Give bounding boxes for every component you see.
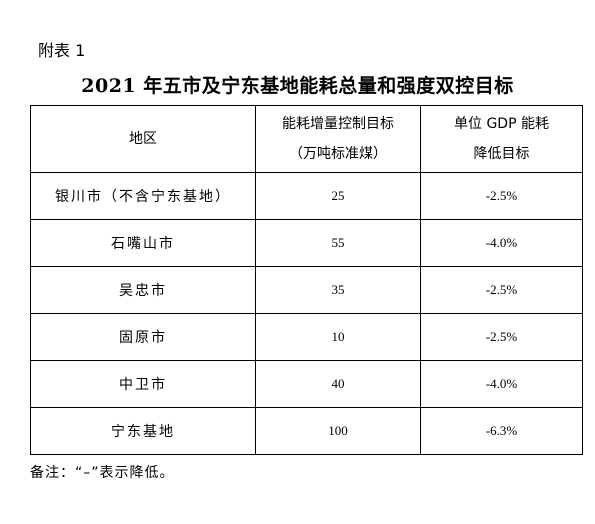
region-cell: 吴忠市: [30, 266, 256, 314]
header-region-label: 地区: [129, 131, 157, 147]
region-cell: 石嘴山市: [30, 219, 256, 267]
region-cell: 中卫市: [30, 360, 256, 408]
energy-cell: 40: [255, 360, 421, 408]
gdp-cell: -4.0%: [420, 219, 583, 267]
gdp-cell: -4.0%: [420, 360, 583, 408]
gdp-cell: -6.3%: [420, 407, 583, 455]
table-row: 银川市（不含宁东基地） 25 -2.5%: [30, 172, 583, 220]
energy-cell: 100: [255, 407, 421, 455]
header-energy-target: 能耗增量控制目标 （万吨标准煤）: [255, 105, 421, 173]
header-gdp-line2: 降低目标: [473, 146, 530, 162]
table-row: 中卫市 40 -4.0%: [30, 360, 583, 408]
region-cell: 宁东基地: [30, 407, 256, 455]
appendix-label: 附表 1: [38, 41, 86, 60]
targets-table: 地区 能耗增量控制目标 （万吨标准煤） 单位 GDP 能耗 降低目标 银川市（不…: [30, 105, 583, 455]
table-row: 固原市 10 -2.5%: [30, 313, 583, 361]
gdp-cell: -2.5%: [420, 172, 583, 220]
table-row: 吴忠市 35 -2.5%: [30, 266, 583, 314]
header-gdp-line1: 单位 GDP 能耗: [454, 116, 549, 132]
region-cell: 银川市（不含宁东基地）: [30, 172, 256, 220]
table-header-row: 地区 能耗增量控制目标 （万吨标准煤） 单位 GDP 能耗 降低目标: [30, 105, 583, 173]
footnote: 备注：“–”表示降低。: [30, 465, 175, 481]
energy-cell: 35: [255, 266, 421, 314]
gdp-cell: -2.5%: [420, 266, 583, 314]
header-region: 地区: [30, 105, 256, 173]
energy-cell: 25: [255, 172, 421, 220]
table-title: 2021 年五市及宁东基地能耗总量和强度双控目标: [81, 75, 514, 97]
gdp-cell: -2.5%: [420, 313, 583, 361]
header-energy-line1: 能耗增量控制目标: [282, 116, 394, 132]
header-gdp-target: 单位 GDP 能耗 降低目标: [420, 105, 583, 173]
energy-cell: 10: [255, 313, 421, 361]
region-cell: 固原市: [30, 313, 256, 361]
header-energy-line2: （万吨标准煤）: [289, 146, 387, 162]
table-row: 石嘴山市 55 -4.0%: [30, 219, 583, 267]
table-row: 宁东基地 100 -6.3%: [30, 407, 583, 455]
energy-cell: 55: [255, 219, 421, 267]
